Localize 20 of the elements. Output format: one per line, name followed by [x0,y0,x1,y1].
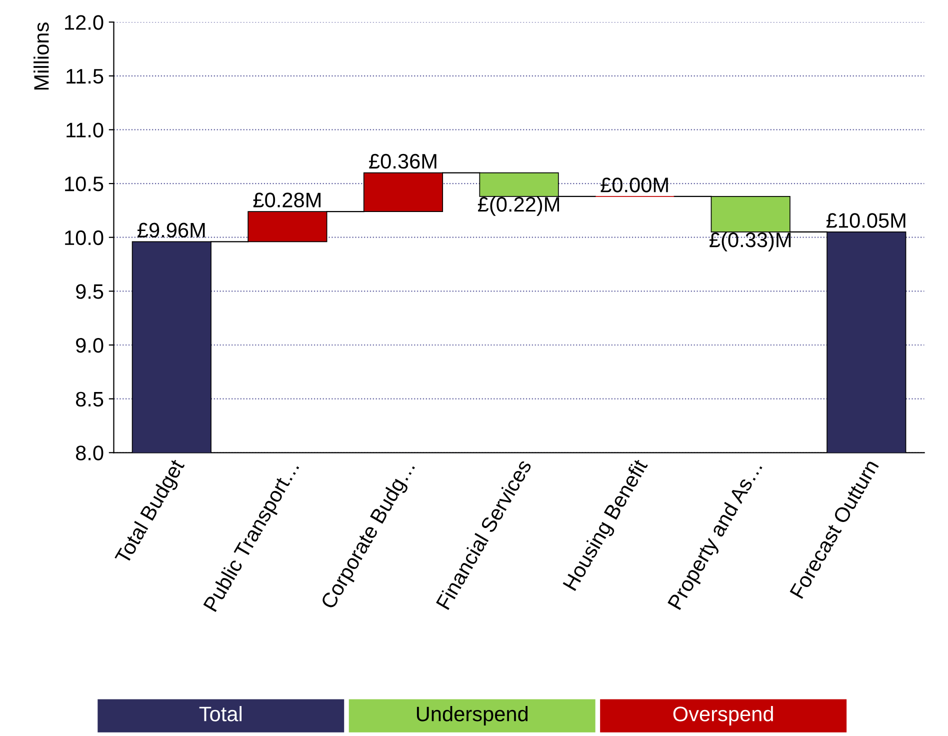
y-tick-label: 11.0 [66,122,104,138]
y-tick-label: 8.0 [76,446,104,460]
text: £0.28M [253,192,320,208]
y-axis-title: Millions [34,22,49,90]
y-tick-label: 12.0 [65,15,104,30]
text: £10.05M [826,213,906,228]
y-tick-label: 11.5 [66,69,104,84]
text: £0.36M [369,154,436,169]
y-tick-label: 9.5 [76,284,104,299]
y-tick-label: 10.0 [65,230,104,246]
text: £(0.33)M [710,232,791,252]
text: Overspend [673,706,773,726]
series-label: Total [199,706,242,722]
y-tick-label: 8.5 [76,392,104,407]
y-tick-label: 10.5 [65,176,104,192]
text: £9.96M [138,222,205,238]
text: Underspend [416,706,528,726]
y-tick-label: 9.0 [76,338,104,353]
text: £(0.22)M [478,196,560,216]
text: £0.00M [600,178,668,192]
